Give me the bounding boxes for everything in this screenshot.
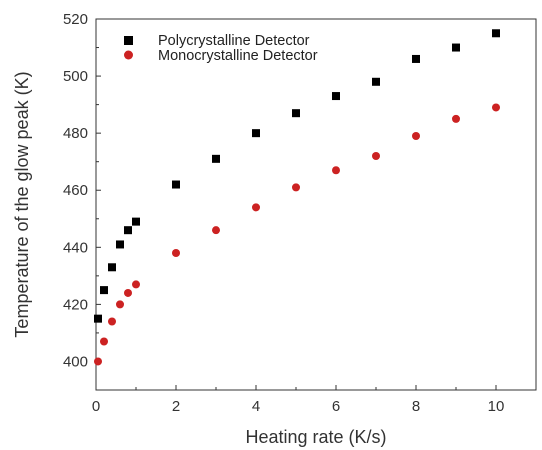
data-point-polycrystalline [412,54,420,63]
x-tick-label: 6 [332,398,340,415]
x-tick-label: 2 [172,398,180,415]
data-point-monocrystalline [132,280,140,289]
x-tick-label: 4 [252,398,260,415]
data-point-polycrystalline [100,286,108,295]
data-point-monocrystalline [94,357,102,366]
data-point-monocrystalline [212,226,220,235]
data-point-monocrystalline [108,317,116,326]
data-point-monocrystalline [100,337,108,346]
y-tick-label: 460 [63,182,88,199]
data-point-polycrystalline [292,109,300,118]
data-point-monocrystalline [292,183,300,192]
data-point-monocrystalline [332,166,340,175]
y-axis-title: Temperature of the glow peak (K) [12,71,32,337]
data-point-monocrystalline [412,132,420,141]
y-tick-label: 400 [63,353,88,370]
data-point-monocrystalline [372,151,380,160]
data-point-polycrystalline [94,314,102,323]
data-point-monocrystalline [492,103,500,112]
data-point-polycrystalline [212,154,220,163]
data-point-polycrystalline [492,29,500,38]
data-point-polycrystalline [252,129,260,138]
x-tick-label: 10 [488,398,505,415]
y-tick-label: 520 [63,11,88,28]
data-point-polycrystalline [332,92,340,101]
data-point-monocrystalline [452,114,460,123]
data-point-polycrystalline [452,43,460,52]
ticks-layer: 0 2 4 6 8 10 400 420 440 460 480 500 520 [63,11,504,415]
data-point-polycrystalline [124,226,132,235]
x-tick-label: 0 [92,398,100,415]
y-tick-label: 480 [63,125,88,142]
markers-layer [94,29,500,366]
data-point-monocrystalline [172,249,180,258]
y-tick-label: 440 [63,239,88,256]
data-point-polycrystalline [132,217,140,226]
x-tick-label: 8 [412,398,420,415]
data-point-polycrystalline [116,240,124,249]
data-point-monocrystalline [116,300,124,309]
data-point-polycrystalline [372,77,380,86]
y-tick-label: 500 [63,68,88,85]
legend-marker-monocrystalline [124,50,133,60]
legend: Polycrystalline Detector Monocrystalline… [124,33,318,64]
data-point-polycrystalline [172,180,180,189]
data-point-monocrystalline [124,288,132,297]
legend-marker-polycrystalline [124,36,133,45]
legend-label-monocrystalline: Monocrystalline Detector [158,48,318,64]
x-axis-title: Heating rate (K/s) [245,427,386,447]
legend-label-polycrystalline: Polycrystalline Detector [158,33,310,49]
data-point-polycrystalline [108,263,116,272]
y-tick-label: 420 [63,296,88,313]
data-point-monocrystalline [252,203,260,212]
plot-frame [95,18,537,391]
